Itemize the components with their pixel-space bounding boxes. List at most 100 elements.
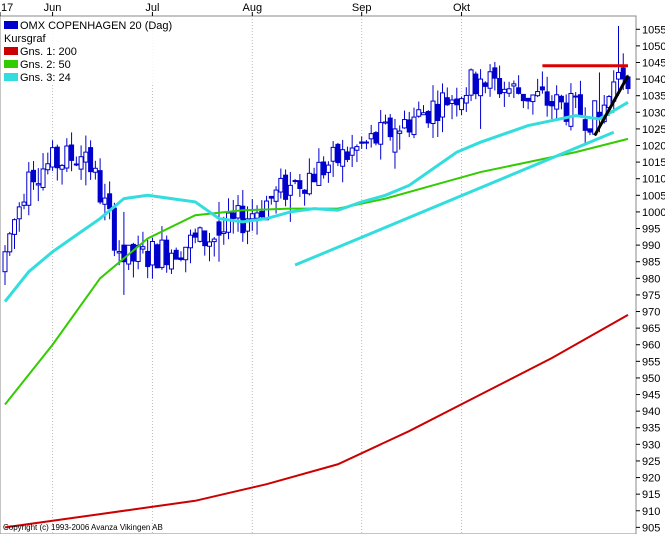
- candle-body: [107, 193, 113, 210]
- y-tick-label: 1050: [642, 41, 665, 53]
- candle-body: [340, 149, 346, 167]
- y-tick-label: 940: [642, 406, 660, 418]
- candle-body: [45, 163, 51, 171]
- candle-body: [373, 132, 379, 144]
- plot-area: [0, 15, 637, 535]
- candle-body: [516, 87, 522, 94]
- candle-body: [311, 173, 317, 183]
- candle-body: [178, 257, 184, 261]
- candle-body: [406, 119, 412, 133]
- candle-body: [111, 207, 117, 251]
- moving-average-line: [4, 313, 629, 529]
- candle-body: [245, 218, 251, 232]
- candle-body: [21, 201, 27, 206]
- candle-body: [140, 246, 146, 250]
- candle-body: [549, 101, 555, 107]
- candle-body: [69, 144, 75, 161]
- candle-body: [544, 91, 550, 106]
- candle-body: [40, 168, 46, 188]
- candle-body: [482, 82, 488, 87]
- y-tick-label: 1030: [642, 107, 665, 119]
- candle-body: [530, 94, 536, 103]
- candle-body: [535, 91, 541, 97]
- candle-body: [440, 92, 446, 118]
- candle-body: [321, 161, 327, 176]
- candle-body: [254, 212, 260, 219]
- candle-body: [59, 164, 65, 170]
- y-tick-label: 1045: [642, 57, 665, 69]
- candle-body: [168, 252, 174, 270]
- candle-body: [2, 251, 8, 273]
- candle-body: [183, 246, 189, 261]
- candle-body: [492, 67, 498, 79]
- y-tick-label: 1015: [642, 157, 665, 169]
- candle-body: [102, 197, 108, 205]
- legend-label: Kursgraf: [4, 33, 47, 45]
- candle-body: [116, 251, 122, 254]
- candle-body: [330, 146, 336, 162]
- y-tick-label: 950: [642, 373, 660, 385]
- y-tick-label: 920: [642, 473, 660, 485]
- candle-body: [12, 219, 18, 235]
- candle-body: [292, 180, 298, 183]
- legend-swatch: [4, 21, 18, 29]
- legend-label: Gns. 2: 50: [20, 59, 71, 71]
- candle-body: [221, 231, 227, 235]
- candle-body: [525, 97, 531, 102]
- y-tick-label: 1035: [642, 91, 665, 103]
- candle-body: [88, 147, 94, 173]
- candle-body: [511, 83, 517, 87]
- candle-body: [539, 86, 545, 91]
- candle-body: [615, 71, 621, 80]
- x-tick-label: Jun: [44, 2, 62, 14]
- x-tick-label: Okt: [453, 2, 470, 14]
- candle-body: [173, 249, 179, 260]
- candle-body: [259, 210, 265, 218]
- candle-body: [26, 171, 32, 206]
- candle-body: [92, 167, 98, 173]
- candle-body: [54, 146, 60, 169]
- candle-body: [230, 212, 236, 219]
- candle-body: [73, 163, 79, 166]
- candle-body: [554, 94, 560, 110]
- candle-body: [287, 184, 293, 196]
- candle-body: [273, 189, 279, 202]
- y-tick-label: 1000: [642, 207, 665, 219]
- candle-body: [349, 147, 355, 156]
- candle-body: [359, 141, 365, 144]
- candle-body: [568, 92, 574, 127]
- candle-body: [202, 230, 208, 247]
- candle-body: [306, 172, 312, 195]
- y-tick-label: 1010: [642, 174, 665, 186]
- y-tick-label: 980: [642, 273, 660, 285]
- moving-average-line: [3, 101, 629, 303]
- y-tick-label: 935: [642, 423, 660, 435]
- candle-body: [240, 205, 246, 234]
- candle-body: [344, 151, 350, 160]
- candle-body: [149, 240, 155, 266]
- y-tick-label: 1020: [642, 141, 665, 153]
- y-tick-label: 995: [642, 224, 660, 236]
- candle-body: [164, 239, 170, 266]
- y-tick-label: 925: [642, 456, 660, 468]
- candle-body: [78, 156, 84, 170]
- candle-body: [387, 117, 393, 138]
- legend-label: Gns. 1: 200: [20, 46, 77, 58]
- y-tick-label: 990: [642, 240, 660, 252]
- candle-body: [520, 93, 526, 102]
- y-tick-label: 945: [642, 390, 660, 402]
- candle-body: [454, 98, 460, 106]
- y-tick-label: 965: [642, 323, 660, 335]
- legend-label: Gns. 3: 24: [20, 72, 71, 84]
- candle-body: [302, 189, 308, 194]
- candle-body: [226, 212, 232, 233]
- y-tick-label: 1055: [642, 24, 665, 36]
- candle-body: [278, 177, 284, 193]
- candle-body: [50, 147, 56, 168]
- y-tick-label: 1025: [642, 124, 665, 136]
- candle-body: [573, 95, 579, 98]
- legend-background: [2, 18, 168, 84]
- candle-body: [316, 161, 322, 186]
- candle-body: [497, 78, 503, 95]
- candle-body: [297, 180, 303, 189]
